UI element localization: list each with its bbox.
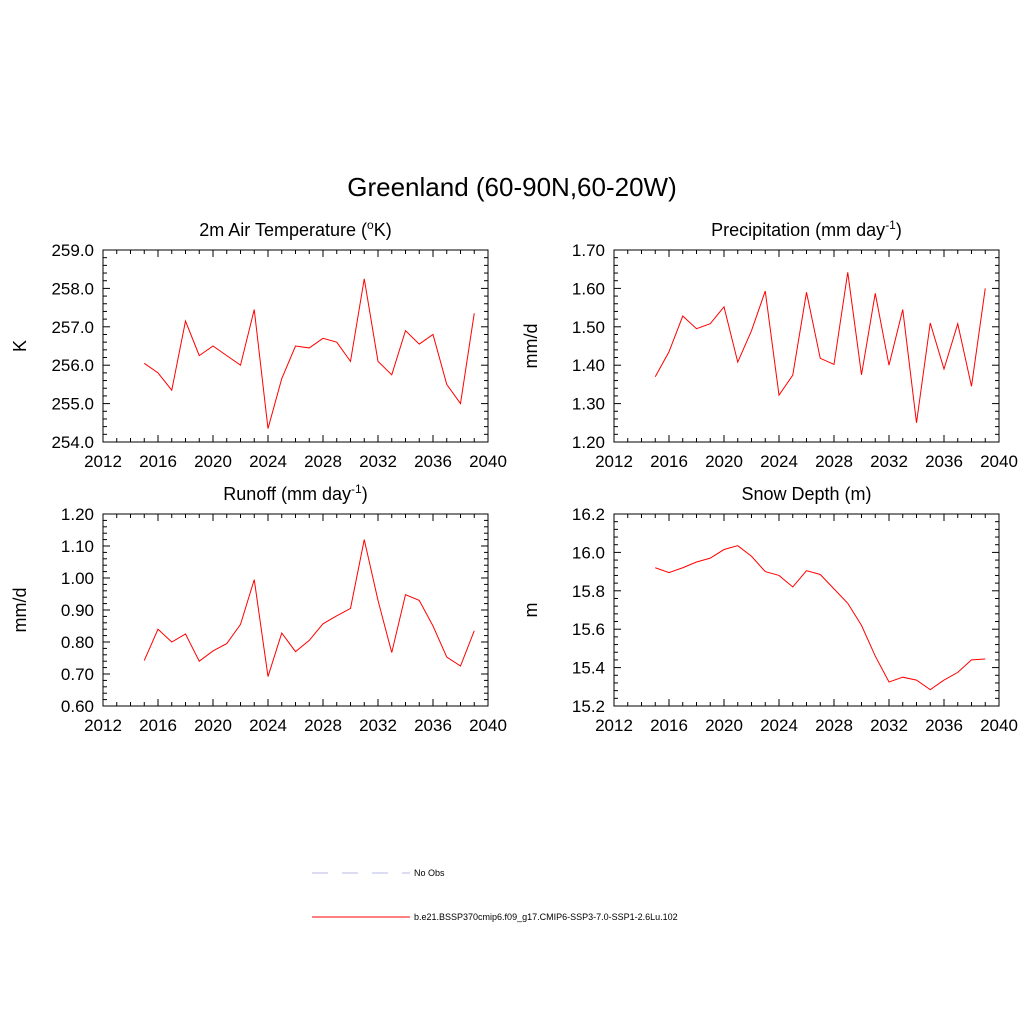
x-tick-label: 2032 (870, 716, 908, 735)
y-tick-label: 15.8 (572, 582, 605, 601)
series-line (143, 278, 475, 429)
x-tick-label: 2032 (359, 452, 397, 471)
x-tick-label: 2028 (815, 452, 853, 471)
y-tick-label: 1.10 (61, 537, 94, 556)
series-line (654, 272, 986, 423)
y-tick-label: 16.0 (572, 543, 605, 562)
y-tick-label: 1.20 (572, 433, 605, 452)
y-tick-label: 255.0 (51, 395, 94, 414)
plot-frame (613, 513, 1000, 707)
x-tick-label: 2032 (870, 452, 908, 471)
panels: 2012 2016 2020 2024 2028 2032 2036 2040 254.0 255… (10, 218, 1018, 735)
y-tick-label: 1.20 (61, 505, 94, 524)
panel-title: Snow Depth (m) (741, 484, 871, 504)
y-tick-label: 1.60 (572, 279, 605, 298)
panel-title: Runoff (mm day-1) (223, 482, 367, 504)
y-tick-label: 259.0 (51, 241, 94, 260)
panel-title-main: Precipitation (mm day (711, 220, 885, 240)
x-tick-label: 2012 (84, 452, 122, 471)
y-tick-label: 258.0 (51, 279, 94, 298)
x-tick-label: 2024 (760, 452, 798, 471)
panel-title-main: Runoff (mm day (223, 484, 351, 504)
x-tick-label: 2020 (194, 452, 232, 471)
x-tick-label: 2040 (469, 452, 507, 471)
y-tick-label: 15.4 (572, 659, 605, 678)
y-tick-label: 15.6 (572, 620, 605, 639)
series-line (655, 545, 986, 691)
y-axis-label: mm/d (521, 324, 541, 369)
x-tick-label: 2032 (359, 716, 397, 735)
x-tick-label: 2028 (304, 716, 342, 735)
legend-label: b.e21.BSSP370cmip6.f09_g17.CMIP6-SSP3-7.… (414, 912, 678, 922)
y-tick-label: 15.2 (572, 697, 605, 716)
x-tick-label: 2028 (815, 716, 853, 735)
runoff-panel: 2012 2016 2020 2024 2028 2032 2036 2040 0.60 0.70… (10, 482, 507, 735)
panel-title: Precipitation (mm day-1) (711, 218, 902, 240)
plot-frame (102, 513, 489, 707)
y-axis-label: m (521, 603, 541, 618)
series-line (143, 539, 475, 677)
panel-title-tail: K) (374, 220, 392, 240)
x-tick-label: 2028 (304, 452, 342, 471)
y-axis-label: mm/d (10, 588, 30, 633)
x-tick-label: 2024 (760, 716, 798, 735)
y-tick-label: 1.00 (61, 569, 94, 588)
x-tick-label: 2036 (925, 452, 963, 471)
y-tick-label: 1.30 (572, 395, 605, 414)
y-tick-label: 257.0 (51, 318, 94, 337)
y-tick-label: 0.60 (61, 697, 94, 716)
x-tick-label: 2024 (249, 716, 287, 735)
panel-title-main: Snow Depth (m) (741, 484, 871, 504)
x-tick-label: 2040 (980, 452, 1018, 471)
y-tick-label: 256.0 (51, 356, 94, 375)
y-tick-label: 0.70 (61, 665, 94, 684)
panel-title-superscript: o (367, 218, 374, 232)
x-tick-label: 2016 (650, 716, 688, 735)
air-temperature-panel: 2012 2016 2020 2024 2028 2032 2036 2040 254.0 255… (10, 218, 507, 471)
x-tick-label: 2016 (139, 716, 177, 735)
y-tick-label: 16.2 (572, 505, 605, 524)
x-tick-label: 2020 (705, 452, 743, 471)
x-tick-label: 2016 (650, 452, 688, 471)
y-tick-label: 254.0 (51, 433, 94, 452)
y-tick-label: 1.70 (572, 241, 605, 260)
panel-title-superscript: -1 (351, 482, 362, 496)
precipitation-panel: 2012 2016 2020 2024 2028 2032 2036 2040 1.20 1.30… (521, 218, 1018, 471)
x-tick-label: 2020 (705, 716, 743, 735)
panel-title-main: 2m Air Temperature ( (199, 220, 367, 240)
x-tick-label: 2016 (139, 452, 177, 471)
x-tick-label: 2036 (925, 716, 963, 735)
legend-label: No Obs (414, 868, 445, 878)
x-tick-label: 2024 (249, 452, 287, 471)
legend: No Obs b.e21.BSSP370cmip6.f09_g17.CMIP6-S… (312, 868, 678, 922)
x-tick-label: 2040 (980, 716, 1018, 735)
snow-depth-panel: 2012 2016 2020 2024 2028 2032 2036 2040 15.2 15.4… (521, 484, 1018, 735)
figure-title: Greenland (60-90N,60-20W) (347, 172, 677, 202)
x-tick-label: 2036 (414, 716, 452, 735)
y-axis-label: K (10, 340, 30, 352)
y-tick-label: 1.50 (572, 318, 605, 337)
y-tick-label: 0.90 (61, 601, 94, 620)
y-tick-label: 0.80 (61, 633, 94, 652)
panel-title-tail: ) (362, 484, 368, 504)
panel-title: 2m Air Temperature (oK) (199, 218, 391, 240)
x-tick-label: 2012 (595, 716, 633, 735)
x-tick-label: 2036 (414, 452, 452, 471)
x-tick-label: 2020 (194, 716, 232, 735)
y-tick-label: 1.40 (572, 356, 605, 375)
x-tick-label: 2012 (595, 452, 633, 471)
x-tick-label: 2040 (469, 716, 507, 735)
panel-title-superscript: -1 (885, 218, 896, 232)
x-tick-label: 2012 (84, 716, 122, 735)
panel-title-tail: ) (896, 220, 902, 240)
